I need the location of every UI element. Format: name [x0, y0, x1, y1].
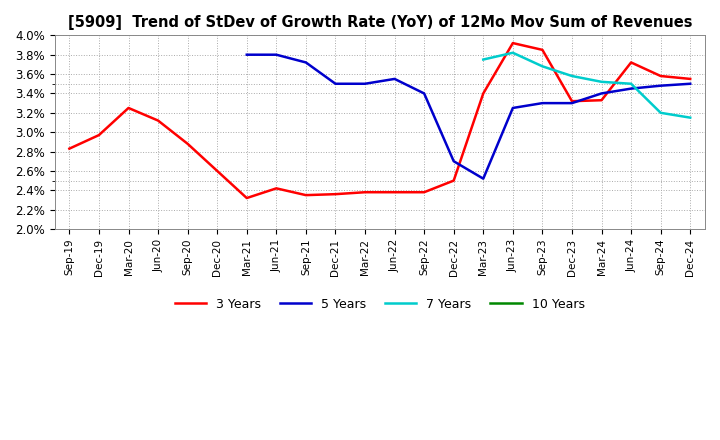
5 Years	[449, 158, 458, 164]
3 Years	[508, 40, 517, 46]
7 Years	[479, 57, 487, 62]
3 Years	[243, 195, 251, 201]
3 Years	[94, 132, 103, 138]
3 Years	[361, 190, 369, 195]
3 Years	[272, 186, 281, 191]
5 Years	[243, 52, 251, 57]
3 Years	[420, 190, 428, 195]
7 Years	[567, 73, 576, 79]
5 Years	[657, 83, 665, 88]
3 Years	[390, 190, 399, 195]
7 Years	[597, 79, 606, 84]
5 Years	[390, 76, 399, 81]
3 Years	[538, 47, 546, 52]
3 Years	[331, 191, 340, 197]
Line: 5 Years: 5 Years	[247, 55, 690, 179]
3 Years	[65, 146, 73, 151]
5 Years	[686, 81, 695, 86]
5 Years	[627, 86, 636, 91]
7 Years	[686, 115, 695, 120]
7 Years	[508, 50, 517, 55]
3 Years	[627, 60, 636, 65]
5 Years	[479, 176, 487, 181]
Line: 7 Years: 7 Years	[483, 53, 690, 117]
5 Years	[331, 81, 340, 86]
3 Years	[479, 91, 487, 96]
3 Years	[213, 168, 222, 173]
3 Years	[184, 141, 192, 147]
5 Years	[508, 105, 517, 110]
7 Years	[627, 81, 636, 86]
3 Years	[597, 98, 606, 103]
3 Years	[567, 99, 576, 104]
5 Years	[538, 100, 546, 106]
7 Years	[538, 64, 546, 69]
3 Years	[686, 76, 695, 81]
5 Years	[302, 60, 310, 65]
3 Years	[124, 105, 132, 110]
Line: 3 Years: 3 Years	[69, 43, 690, 198]
5 Years	[597, 91, 606, 96]
5 Years	[567, 100, 576, 106]
3 Years	[302, 192, 310, 198]
Legend: 3 Years, 5 Years, 7 Years, 10 Years: 3 Years, 5 Years, 7 Years, 10 Years	[170, 293, 590, 316]
3 Years	[154, 118, 163, 123]
5 Years	[420, 91, 428, 96]
5 Years	[361, 81, 369, 86]
5 Years	[272, 52, 281, 57]
3 Years	[449, 178, 458, 183]
3 Years	[657, 73, 665, 79]
Title: [5909]  Trend of StDev of Growth Rate (YoY) of 12Mo Mov Sum of Revenues: [5909] Trend of StDev of Growth Rate (Yo…	[68, 15, 692, 30]
7 Years	[657, 110, 665, 115]
